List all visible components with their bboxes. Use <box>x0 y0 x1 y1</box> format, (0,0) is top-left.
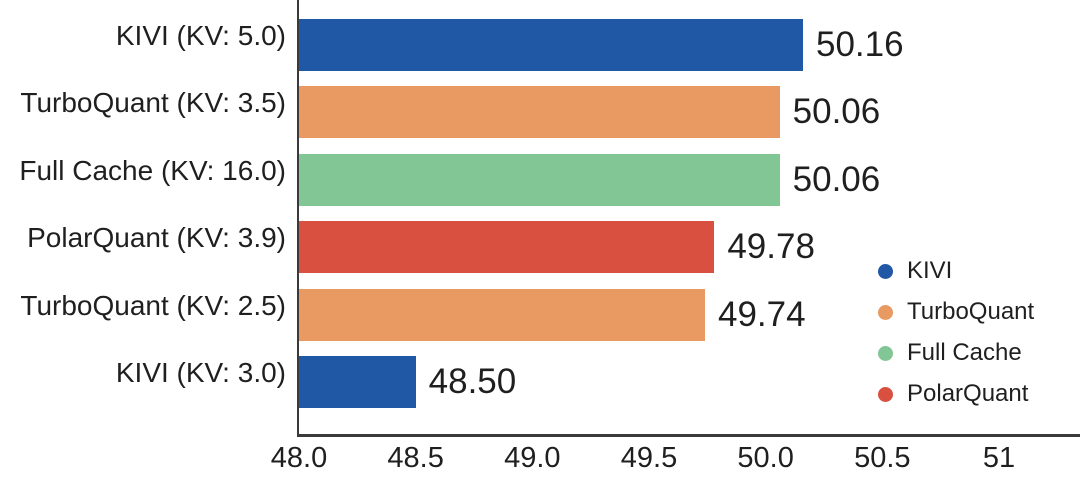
legend-label: Full Cache <box>907 339 1022 366</box>
x-tick-label: 51 <box>982 442 1016 474</box>
legend-item: Full Cache <box>878 338 1022 368</box>
legend-item: TurboQuant <box>878 297 1034 327</box>
bar-polarquant <box>299 221 715 274</box>
x-tick-label: 49.5 <box>620 442 678 474</box>
value-label: 49.78 <box>727 227 815 267</box>
value-label: 49.74 <box>718 294 806 334</box>
x-tick-label: 49.0 <box>504 442 561 474</box>
legend-label: KIVI <box>907 257 953 284</box>
value-label: 48.50 <box>428 362 517 401</box>
legend-swatch-polarquant <box>878 386 893 402</box>
legend-swatch-turboquant <box>878 304 893 320</box>
value-label: 50.06 <box>792 92 881 132</box>
bar-kivi <box>299 356 416 408</box>
category-label: PolarQuant (KV: 3.9) <box>27 222 286 254</box>
legend-swatch-kivi <box>878 263 893 279</box>
x-tick-label: 48.5 <box>387 442 444 474</box>
y-axis-line <box>297 0 299 437</box>
legend-item: PolarQuant <box>878 379 1028 409</box>
bar-turboquant <box>299 86 780 139</box>
x-tick-label: 50.0 <box>737 442 794 474</box>
legend-label: PolarQuant <box>907 380 1029 407</box>
x-axis-line <box>297 434 1080 437</box>
legend-label: TurboQuant <box>907 298 1035 325</box>
x-tick-label: 50.5 <box>854 442 911 474</box>
category-label: KIVI (KV: 5.0) <box>115 20 286 51</box>
value-label: 50.06 <box>792 159 881 199</box>
bar-full-cache <box>299 153 780 206</box>
legend-swatch-full-cache <box>878 345 893 361</box>
bar-kivi <box>299 19 803 71</box>
bar-turboquant <box>299 288 705 341</box>
category-label: TurboQuant (KV: 3.5) <box>20 87 286 119</box>
category-label: Full Cache (KV: 16.0) <box>19 154 286 186</box>
category-label: KIVI (KV: 3.0) <box>115 357 286 388</box>
category-label: TurboQuant (KV: 2.5) <box>20 289 286 321</box>
legend-item: KIVI <box>878 256 952 286</box>
x-tick-label: 48.0 <box>270 442 328 474</box>
value-label: 50.16 <box>816 25 904 64</box>
